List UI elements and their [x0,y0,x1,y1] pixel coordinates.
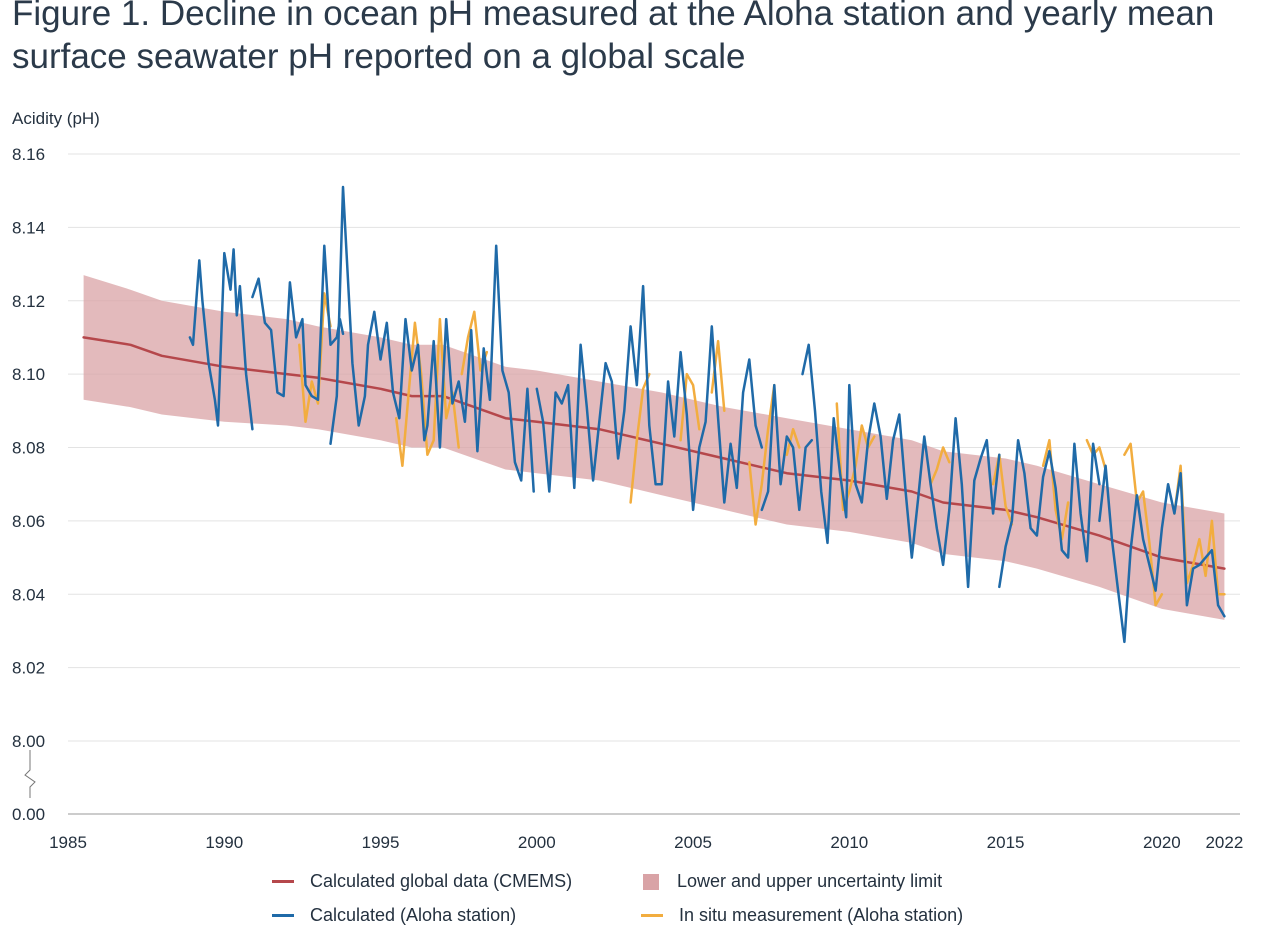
uncertainty-band-layer [83,275,1225,620]
series-line-aloha [535,284,764,512]
x-tick-label: 1990 [205,833,243,852]
series-line-insitu [785,427,801,457]
series-line-insitu [991,453,1014,526]
x-tick-label: 2000 [518,833,556,852]
y-tick-label: 8.10 [12,365,45,384]
series-line-insitu [1085,438,1107,471]
legend-label-cmems: Calculated global data (CMEMS) [310,871,573,891]
legend-item-uncertainty: Lower and upper uncertainty limit [643,871,942,892]
series-line-insitu [1123,442,1164,607]
y-tick-label: 8.12 [12,292,45,311]
legend-label-aloha: Calculated (Aloha station) [310,905,517,925]
legend-item-insitu: In situ measurement (Aloha station) [641,905,963,926]
gridlines [68,153,1240,742]
legend-swatch-insitu [641,914,663,917]
y-tick-label: 8.06 [12,512,45,531]
chart-title-line-2: surface seawater pH reported on a global… [12,37,746,76]
axis-break-icon [24,750,36,798]
series-line-insitu [710,339,726,413]
legend-swatch-uncertainty [643,873,659,890]
x-tick-label: 2022 [1205,833,1243,852]
x-tick-label: 1995 [362,833,400,852]
x-tick-label: 2010 [830,833,868,852]
legend-item-aloha: Calculated (Aloha station) [272,905,516,926]
series-line-aloha [998,438,1101,589]
series-line-aloha [329,185,535,493]
series-line-insitu [679,372,701,442]
x-tick-label: 2005 [674,833,712,852]
series-line-aloha [1098,464,1226,644]
series-line-insitu [748,383,776,526]
x-tick-label: 2020 [1143,833,1181,852]
legend: Calculated global data (CMEMS) Lower and… [0,868,1273,937]
series-line-insitu [1041,438,1070,541]
legend-item-cmems: Calculated global data (CMEMS) [272,871,572,892]
y-tick-label: 8.14 [12,218,45,237]
legend-swatch-aloha [272,914,294,917]
series-line-aloha [251,244,345,402]
legend-swatch-cmems [272,880,294,883]
y-tick-label: 8.08 [12,439,45,458]
y-tick-label: 8.00 [12,732,45,751]
legend-label-insitu: In situ measurement (Aloha station) [679,905,964,925]
legend-label-uncertainty: Lower and upper uncertainty limit [677,871,943,891]
series-line-insitu [394,317,460,468]
y-tick-label: 8.04 [12,585,45,604]
series-line-aloha [760,383,814,512]
ph-line-chart: Acidity (pH) 8.16 8.14 8.12 8.10 8.08 8.06 8.0… [12,109,1243,852]
chart-title: Figure 1. Decline in ocean pH measured a… [12,0,1262,78]
axes-layer: 8.16 8.14 8.12 8.10 8.08 8.06 8.04 8.02 8.00 0.00… [12,145,1243,852]
uncertainty-band [83,275,1225,620]
y-tick-label: 8.02 [12,659,45,678]
x-tick-label: 1985 [49,833,87,852]
series-line-aloha [801,343,1001,589]
x-tick-label: 2015 [987,833,1025,852]
chart-title-line-1: Figure 1. Decline in ocean pH measured a… [12,0,1215,33]
y-axis-label: Acidity (pH) [12,109,100,128]
series-line-insitu [298,292,332,424]
series-line-insitu [929,446,951,486]
series-line-aloha [188,248,254,431]
series-lines-layer [82,185,1226,644]
y-tick-label: 0.00 [12,805,45,824]
y-tick-label: 8.16 [12,145,45,164]
